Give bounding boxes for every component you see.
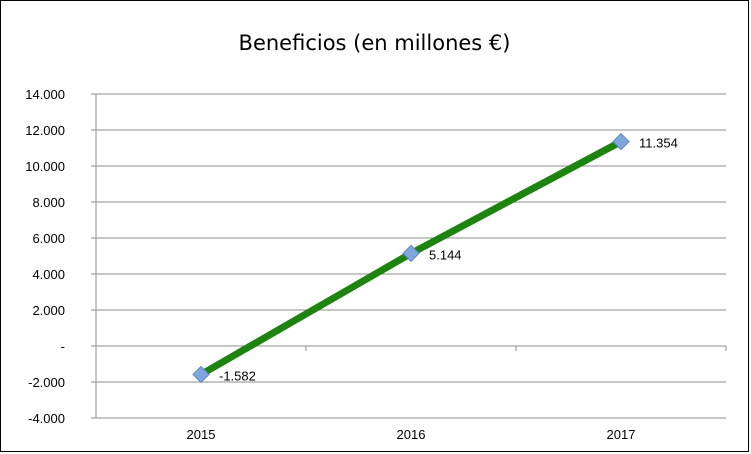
y-tick-label: 8.000 — [32, 195, 65, 210]
y-tick-label: 2.000 — [32, 303, 65, 318]
y-tick-label: 4.000 — [32, 267, 65, 282]
y-tick-label: - — [61, 339, 65, 354]
data-label: 5.144 — [429, 247, 462, 262]
series-line-segment — [197, 249, 415, 378]
x-tick-label: 2016 — [397, 427, 426, 442]
data-label: 11.354 — [639, 136, 678, 151]
x-tick-label: 2017 — [607, 427, 636, 442]
y-tick-label: 12.000 — [25, 123, 65, 138]
data-point-marker — [192, 365, 210, 384]
y-tick-label: -4.000 — [28, 411, 65, 426]
data-point-marker — [612, 132, 630, 151]
data-point-marker — [402, 244, 420, 263]
x-tick-label: 2015 — [187, 427, 216, 442]
y-tick-label: 14.000 — [25, 87, 65, 102]
y-tick-label: 10.000 — [25, 159, 65, 174]
data-label: -1.582 — [219, 368, 256, 383]
y-tick-label: -2.000 — [28, 375, 65, 390]
chart-title: Beneficios (en millones €) — [238, 31, 511, 55]
series-line-segment — [407, 138, 625, 257]
y-tick-label: 6.000 — [32, 231, 65, 246]
